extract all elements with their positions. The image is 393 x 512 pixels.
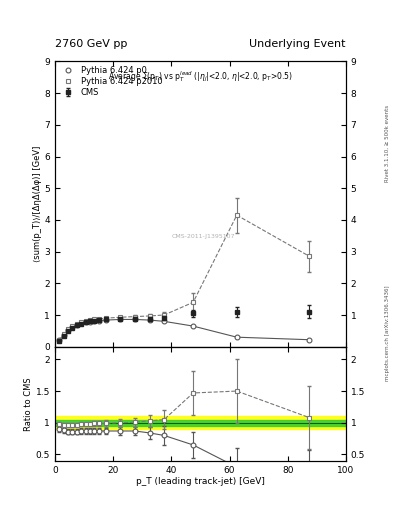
Pythia 6.424 p0 [147,317,152,323]
Pythia 6.424 p0 [104,317,108,323]
Pythia 6.424 p2010 [57,337,62,344]
Pythia 6.424 p2010 [234,212,239,218]
Pythia 6.424 p0 [66,327,70,333]
Pythia 6.424 p2010 [162,312,167,318]
Pythia 6.424 p0 [92,318,97,324]
Pythia 6.424 p2010 [61,331,66,337]
Pythia 6.424 p0 [162,318,167,325]
Pythia 6.424 p0 [75,322,79,328]
Bar [55,420,346,426]
Text: Underlying Event: Underlying Event [249,38,346,49]
Text: Average $\Sigma$(p$_T$) vs p$_T^{lead}$ (|$\eta_j$|<2.0, $\eta$|<2.0, p$_T$>0.5): Average $\Sigma$(p$_T$) vs p$_T^{lead}$ … [108,70,293,84]
Pythia 6.424 p2010 [118,314,123,321]
Pythia 6.424 p2010 [307,253,312,260]
Pythia 6.424 p0 [234,334,239,340]
Line: Pythia 6.424 p0: Pythia 6.424 p0 [57,317,312,343]
Pythia 6.424 p2010 [96,316,101,322]
Y-axis label: Ratio to CMS: Ratio to CMS [24,377,33,431]
X-axis label: p_T (leading track-jet) [GeV]: p_T (leading track-jet) [GeV] [136,477,265,486]
Pythia 6.424 p2010 [75,321,79,327]
Pythia 6.424 p0 [61,332,66,338]
Pythia 6.424 p0 [191,323,196,329]
Text: mcplots.cern.ch [arXiv:1306.3436]: mcplots.cern.ch [arXiv:1306.3436] [385,285,389,380]
Pythia 6.424 p0 [57,337,62,344]
Pythia 6.424 p0 [307,337,312,343]
Text: CMS-2011-J1395107: CMS-2011-J1395107 [171,234,235,239]
Y-axis label: ⟨sum(p_T)⟩/[ΔηΔ(Δφ)] [GeV]: ⟨sum(p_T)⟩/[ΔηΔ(Δφ)] [GeV] [33,146,42,262]
Pythia 6.424 p2010 [88,317,92,323]
Pythia 6.424 p2010 [79,319,84,325]
Pythia 6.424 p0 [118,316,123,323]
Pythia 6.424 p0 [133,316,138,323]
Pythia 6.424 p0 [70,324,75,330]
Pythia 6.424 p2010 [191,299,196,305]
Pythia 6.424 p2010 [104,315,108,321]
Pythia 6.424 p0 [83,319,88,325]
Pythia 6.424 p2010 [133,313,138,319]
Pythia 6.424 p0 [79,320,84,326]
Text: 2760 GeV pp: 2760 GeV pp [55,38,127,49]
Text: Rivet 3.1.10, ≥ 500k events: Rivet 3.1.10, ≥ 500k events [385,105,389,182]
Pythia 6.424 p2010 [147,313,152,319]
Pythia 6.424 p2010 [70,323,75,329]
Pythia 6.424 p2010 [83,318,88,324]
Pythia 6.424 p2010 [66,326,70,332]
Bar [55,416,346,429]
Pythia 6.424 p0 [88,318,92,325]
Pythia 6.424 p0 [96,317,101,324]
Pythia 6.424 p2010 [92,316,97,323]
Line: Pythia 6.424 p2010: Pythia 6.424 p2010 [57,212,312,343]
Legend: Pythia 6.424 p0, Pythia 6.424 p2010, CMS: Pythia 6.424 p0, Pythia 6.424 p2010, CMS [57,64,164,98]
